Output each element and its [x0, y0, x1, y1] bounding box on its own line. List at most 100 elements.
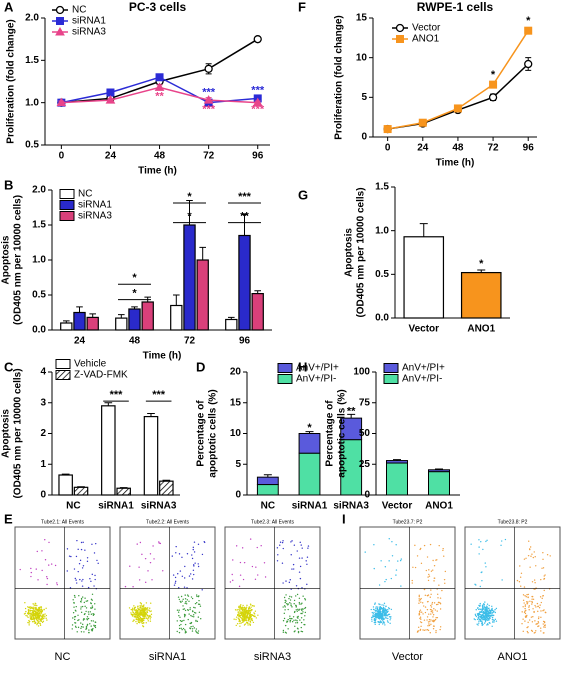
flow-dot: [81, 567, 84, 569]
flow-dot: [193, 616, 195, 618]
flow-dot: [181, 575, 184, 577]
flow-dot: [290, 603, 292, 605]
flow-dot: [85, 610, 87, 613]
flow-dot: [141, 613, 143, 616]
flow-dot: [295, 605, 298, 607]
bar: [128, 308, 141, 331]
x-tick-label: siRNA1: [292, 501, 328, 512]
flow-dot: [128, 607, 131, 609]
flow-dot: [291, 568, 293, 570]
flow-dot: [73, 568, 76, 570]
y-tick-label: 10: [356, 52, 368, 63]
flow-dot: [29, 616, 31, 618]
flow-dot: [528, 609, 530, 611]
bar: [403, 236, 445, 319]
flow-title: Tube23.8: P2: [498, 519, 528, 525]
marker: [396, 35, 404, 43]
flow-dot: [248, 606, 251, 608]
flow-dot: [289, 599, 292, 601]
flow-dot: [238, 618, 241, 620]
y-axis-label: Apoptosis: [344, 228, 355, 277]
flow-dot: [254, 578, 257, 580]
flow-dot: [141, 620, 143, 623]
flow-dot: [518, 581, 521, 583]
flow-dot: [50, 563, 53, 565]
flow-dot: [179, 620, 182, 622]
marker: [524, 59, 533, 69]
flow-dot: [147, 620, 150, 622]
flow-dot: [285, 600, 287, 602]
flow-dot: [153, 558, 155, 560]
bar: [143, 415, 159, 496]
flow-dot: [93, 585, 95, 587]
flow-dot: [145, 622, 147, 624]
flow-dot: [188, 613, 190, 615]
flow-dot: [299, 565, 302, 568]
flow-dot: [372, 613, 375, 615]
flow-dot: [526, 594, 528, 596]
panel-letter: F: [298, 0, 306, 14]
flow-dot: [289, 579, 291, 581]
flow-dot: [305, 560, 307, 562]
flow-dot: [184, 602, 186, 605]
flow-dot: [124, 585, 127, 588]
flow-dot: [86, 600, 89, 602]
flow-dot: [296, 627, 299, 629]
flow-dot: [289, 602, 291, 604]
flow-dot: [306, 556, 309, 558]
flow-dot: [37, 610, 40, 612]
flow-dot: [142, 605, 144, 607]
flow-dot: [300, 617, 303, 619]
flow-dot: [252, 621, 255, 624]
flow-dot: [237, 617, 240, 619]
flow-dot: [373, 621, 376, 624]
flow-dot: [524, 615, 527, 617]
flow-dot: [427, 629, 430, 632]
annotation: *: [132, 288, 137, 300]
flow-dot: [297, 631, 300, 634]
flow-dot: [249, 611, 251, 614]
flow-dot: [178, 587, 180, 589]
flow-dot: [372, 615, 374, 617]
flow-dot: [87, 617, 90, 620]
marker: [383, 125, 392, 134]
flow-dot: [424, 611, 427, 614]
flow-dot: [297, 608, 299, 611]
y-tick-label: 15: [356, 13, 368, 24]
flow-dot: [40, 607, 43, 609]
flow-dot: [479, 585, 482, 588]
flow-dot: [56, 583, 58, 586]
flow-dot: [140, 604, 143, 606]
flow-dot: [249, 603, 252, 605]
flow-dot: [384, 624, 386, 626]
flow-dot: [159, 542, 162, 545]
flow-dot: [189, 627, 192, 630]
flow-dot: [133, 607, 136, 610]
flow-dot: [45, 617, 47, 620]
flow-dot: [382, 620, 384, 622]
x-tick-label: 72: [203, 151, 215, 162]
flow-dot: [488, 607, 490, 609]
flow-dot: [435, 559, 437, 561]
flow-dot: [527, 593, 530, 596]
flow-dot: [253, 615, 255, 617]
flow-dot: [132, 586, 134, 588]
flow-dot: [529, 546, 532, 548]
flow-dot: [478, 553, 480, 555]
flow-dot: [426, 629, 429, 631]
flow-dot: [138, 612, 141, 615]
flow-dot: [430, 610, 432, 613]
flow-dot: [183, 586, 186, 588]
flow-dot: [527, 626, 529, 628]
flow-dot: [426, 616, 429, 618]
y-axis-label: Percentage of: [196, 400, 207, 467]
flow-dot: [531, 553, 533, 555]
flow-dot: [373, 611, 375, 614]
flow-dot: [188, 575, 191, 577]
flow-dot: [190, 596, 193, 598]
flow-dot: [178, 614, 180, 617]
flow-dot: [370, 608, 372, 611]
flow-dot: [387, 610, 389, 613]
flow-dot: [186, 599, 188, 601]
flow-dot: [39, 623, 42, 625]
